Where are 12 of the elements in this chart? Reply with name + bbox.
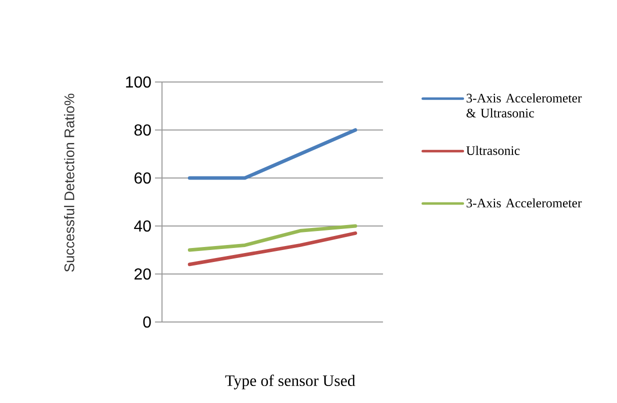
y-tick-label: 20 bbox=[134, 268, 151, 280]
y-tick-label: 40 bbox=[134, 220, 151, 232]
legend-label: 3-Axis Accelerometer & Ultrasonic bbox=[466, 93, 582, 118]
y-tick-label: 100 bbox=[126, 76, 151, 88]
y-tick-label: 0 bbox=[143, 316, 151, 328]
legend-label: 3-Axis Accelerometer bbox=[466, 198, 582, 208]
legend-label: Ultrasonic bbox=[466, 146, 520, 155]
y-axis-title: Successful Detection Ratio% bbox=[64, 94, 74, 272]
line-series bbox=[188, 224, 358, 252]
y-tick-label: 60 bbox=[134, 172, 151, 184]
x-axis-title: Type of sensor Used bbox=[225, 374, 356, 390]
y-tick-label: 80 bbox=[134, 124, 151, 136]
